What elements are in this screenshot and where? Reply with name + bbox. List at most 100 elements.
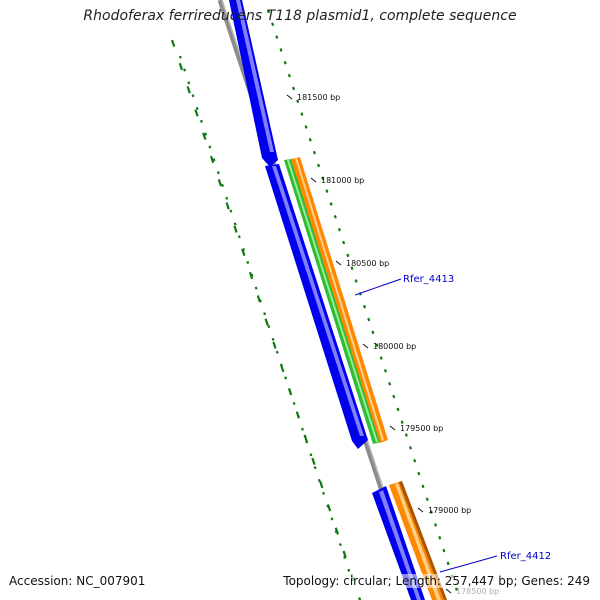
tick-mark [286,94,293,100]
gc-skew-dot [383,369,387,373]
gc-skew-dot [321,176,325,181]
gc-skew-dot [300,112,304,116]
gc-dash [178,62,184,71]
gc-dash [319,480,324,489]
green-feature-track [284,159,381,444]
gc-dot [187,81,191,85]
gc-skew-dot [429,510,433,514]
gc-dot [284,376,288,380]
forward-cds-track [229,0,425,600]
gene-callout-rfer-4413[interactable]: Rfer_4413 [354,274,454,296]
gc-skew-dot [350,266,354,270]
tick-mark [445,588,452,594]
gene-callouts: Rfer_4413 Rfer_4412 [354,274,551,573]
gc-dot [229,209,233,213]
gc-dot [334,530,338,534]
cds-arrow[interactable] [229,0,278,167]
gc-skew-dot [292,86,296,91]
gc-dot [301,427,304,431]
gc-dash [233,225,238,233]
gc-dash [194,109,199,117]
map-title: Rhodoferax ferrireducens T118 plasmid1, … [83,8,517,24]
rna-feature[interactable] [284,159,381,444]
gc-skew-dot [279,48,283,52]
gc-dash [217,179,223,187]
tick-label: 180500 bp [346,259,389,268]
gc-dot [347,568,351,572]
gc-skew-dot [388,381,392,386]
tick-mark [362,343,369,349]
gc-dot [233,222,237,226]
gene-callout-rfer-4412[interactable]: Rfer_4412 [439,551,551,573]
tick-label: 178500 bp [456,587,499,596]
tick-label: 179500 bp [400,424,443,433]
gene-label-rfer-4412[interactable]: Rfer_4412 [500,551,551,562]
gene-feature[interactable] [389,481,447,600]
gc-dot [237,235,241,239]
gc-dot [216,171,220,175]
gc-dot [195,106,199,111]
gc-dot [338,543,342,547]
gc-skew-dot [442,548,446,553]
gc-content-track-inner [178,55,351,572]
gc-dash [202,132,207,140]
gc-skew-dot [396,407,400,412]
position-tick: 180500 bp [335,259,389,268]
position-tick: 180000 bp [362,342,416,351]
sequence-summary: Topology: circular; Length: 257,447 bp; … [283,574,590,588]
gc-dot [267,325,271,329]
gc-skew-dot [266,9,270,14]
gc-skew-dot [308,138,312,142]
cds-arrow[interactable] [372,486,425,600]
gc-skew-dot [404,433,408,437]
gc-dot [258,299,262,303]
gc-dot [322,491,325,495]
gc-skew-dot [446,561,450,566]
gc-skew-dot [296,99,300,104]
gc-skew-dot [271,22,275,27]
tick-label: 179000 bp [428,506,471,515]
tick-label: 181500 bp [297,93,340,102]
gc-dash [209,155,215,164]
gc-dot [204,132,208,136]
tick-label: 181000 bp [321,176,364,185]
gc-skew-dot [337,227,341,232]
position-tick: 179000 bp [417,506,471,515]
tick-mark [417,507,424,513]
gc-skew-dot [408,446,413,450]
gc-dash [264,318,269,326]
gc-dot [225,196,229,200]
gc-skew-dot [333,215,337,219]
gc-skew-dot [421,484,425,489]
gc-skew-dot [438,535,442,540]
gene-label-rfer-4413[interactable]: Rfer_4413 [403,274,454,285]
gc-dot [250,273,254,277]
gc-skew-dot [363,304,367,309]
gc-dash [170,39,176,47]
gc-dash [272,341,277,349]
gc-dot [246,260,250,264]
gc-dash [358,597,362,600]
gc-skew-dot [400,420,404,424]
gc-dot [317,478,321,482]
gc-dot [208,145,212,149]
gc-dot [326,504,330,508]
gc-dot [178,55,182,59]
tick-mark [389,425,396,431]
tick-label: 180000 bp [373,342,416,351]
gc-dot [330,517,334,521]
accession-label: Accession: NC_007901 [9,574,146,588]
gc-dot [275,350,279,354]
gc-skew-dot [346,253,350,258]
gene-feature[interactable] [291,157,388,443]
position-tick: 181000 bp [310,176,364,185]
gc-skew-dot [379,356,383,360]
gc-skew-dot [342,240,346,245]
position-tick: 178500 bp [445,587,499,596]
gc-skew-dot [287,73,291,78]
gc-dot [288,389,292,393]
gc-dot [343,555,347,559]
gc-dash [186,86,191,94]
cds-arrow[interactable] [265,164,368,449]
